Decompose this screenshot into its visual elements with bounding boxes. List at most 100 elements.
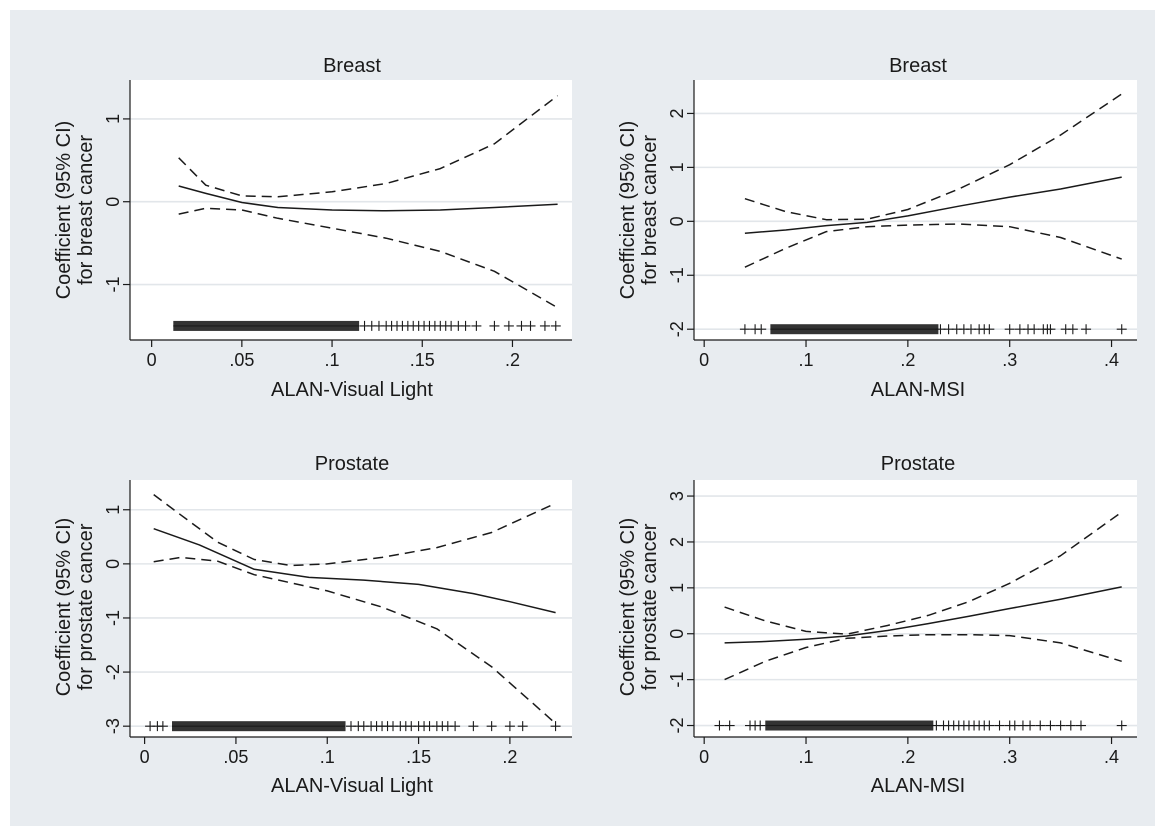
- x-tick-label: .2: [502, 747, 517, 767]
- rug-marker: [1045, 324, 1056, 335]
- x-tick-label: 0: [147, 350, 157, 370]
- ci-bound-line: [178, 207, 558, 309]
- x-axis-label: ALAN-Visual Light: [271, 379, 433, 401]
- panel-title: Breast: [889, 55, 947, 77]
- y-tick-label: 1: [103, 114, 123, 124]
- ci-bound-line: [724, 511, 1123, 635]
- y-tick-label: -1: [103, 277, 123, 293]
- x-axis-label: ALAN-MSI: [871, 775, 965, 797]
- rug-marker: [1065, 720, 1076, 731]
- rug-marker: [1116, 324, 1127, 335]
- panel-title: Prostate: [881, 453, 955, 475]
- rug-marker: [471, 320, 482, 331]
- rug-marker: [756, 324, 767, 335]
- rug-marker: [1075, 720, 1086, 731]
- estimate-line: [724, 586, 1122, 644]
- x-tick-label: .2: [900, 350, 915, 370]
- y-tick-label: 1: [667, 583, 687, 593]
- rug-marker: [550, 721, 561, 732]
- rug-marker: [994, 720, 1005, 731]
- rug-marker: [504, 721, 515, 732]
- y-tick-label: 3: [667, 491, 687, 501]
- rug-marker: [714, 720, 725, 731]
- estimate-line: [153, 527, 556, 614]
- x-tick-label: .2: [900, 747, 915, 767]
- y-tick-label: 1: [667, 162, 687, 172]
- y-axis-label-line1: Coefficient (95% CI): [617, 518, 639, 697]
- x-tick-label: .1: [799, 350, 814, 370]
- estimate-line: [178, 185, 558, 212]
- y-tick-label: 0: [103, 197, 123, 207]
- x-tick-label: .3: [1002, 350, 1017, 370]
- y-tick-label: 1: [103, 505, 123, 515]
- panel-top-right: Breast ALAN-MSI Coefficient (95% CI) for…: [617, 55, 1137, 401]
- y-axis-label-line1: Coefficient (95% CI): [53, 121, 75, 300]
- panel-top-left: Breast ALAN-Visual Light Coefficient (95…: [53, 55, 572, 401]
- plot-area: [694, 480, 1137, 737]
- x-tick-label: .4: [1104, 747, 1119, 767]
- y-tick-label: -2: [667, 321, 687, 337]
- y-tick-label: 2: [667, 108, 687, 118]
- x-tick-label: .05: [223, 747, 248, 767]
- panel-title: Prostate: [315, 453, 389, 475]
- panel-bottom-right: Prostate ALAN-MSI Coefficient (95% CI) f…: [617, 453, 1137, 797]
- ci-bound-line: [153, 494, 556, 567]
- x-tick-label: 0: [140, 747, 150, 767]
- plot-area: [694, 80, 1137, 340]
- rug-marker: [755, 720, 766, 731]
- rug-marker: [486, 721, 497, 732]
- y-axis-label-line2: for prostate cancer: [639, 523, 661, 690]
- ci-bound-line: [744, 223, 1122, 268]
- rug-marker: [503, 320, 514, 331]
- y-tick-label: 0: [667, 629, 687, 639]
- rug-marker: [517, 721, 528, 732]
- x-axis-label: ALAN-Visual Light: [271, 775, 433, 797]
- x-tick-label: 0: [699, 350, 709, 370]
- rug-marker: [1045, 720, 1056, 731]
- y-axis-label-line1: Coefficient (95% CI): [53, 518, 75, 697]
- x-tick-label: .1: [325, 350, 340, 370]
- x-tick-label: .15: [410, 350, 435, 370]
- rug-marker: [539, 320, 550, 331]
- ci-bound-line: [178, 95, 559, 198]
- rug-marker: [516, 320, 527, 331]
- x-tick-label: .3: [1002, 747, 1017, 767]
- rug-marker: [460, 320, 471, 331]
- y-tick-label: -1: [667, 672, 687, 688]
- panel-bottom-left: Prostate ALAN-Visual Light Coefficient (…: [53, 453, 572, 797]
- y-tick-label: 0: [103, 559, 123, 569]
- rug-marker: [1004, 324, 1015, 335]
- rug-marker: [1081, 324, 1092, 335]
- rug-marker: [157, 721, 168, 732]
- y-tick-label: 0: [667, 216, 687, 226]
- x-tick-label: .05: [229, 350, 254, 370]
- y-axis-label-line2: for breast cancer: [75, 135, 97, 285]
- x-tick-label: .1: [799, 747, 814, 767]
- y-axis-label-line2: for prostate cancer: [75, 523, 97, 690]
- estimate-line: [744, 176, 1122, 234]
- rug-marker: [1067, 324, 1078, 335]
- ci-bound-line: [724, 633, 1122, 681]
- y-tick-label: -3: [103, 718, 123, 734]
- x-tick-label: .2: [505, 350, 520, 370]
- x-tick-label: 0: [699, 747, 709, 767]
- x-tick-label: .15: [406, 747, 431, 767]
- y-axis-label-line1: Coefficient (95% CI): [617, 121, 639, 300]
- y-tick-label: -2: [103, 664, 123, 680]
- rug-marker: [984, 720, 995, 731]
- y-axis-label-line2: for breast cancer: [639, 135, 661, 285]
- plot-area: [130, 480, 572, 737]
- rug-marker: [1025, 720, 1036, 731]
- y-tick-label: 2: [667, 537, 687, 547]
- rug-marker: [984, 324, 995, 335]
- rug-marker: [1055, 720, 1066, 731]
- ci-bound-line: [153, 556, 557, 725]
- x-tick-label: .4: [1104, 350, 1119, 370]
- rug-marker: [1029, 324, 1040, 335]
- rug-marker: [525, 320, 536, 331]
- y-tick-label: -2: [667, 718, 687, 734]
- rug-marker: [1116, 720, 1127, 731]
- rug-marker: [724, 720, 735, 731]
- rug-marker: [1035, 720, 1046, 731]
- y-tick-label: -1: [103, 610, 123, 626]
